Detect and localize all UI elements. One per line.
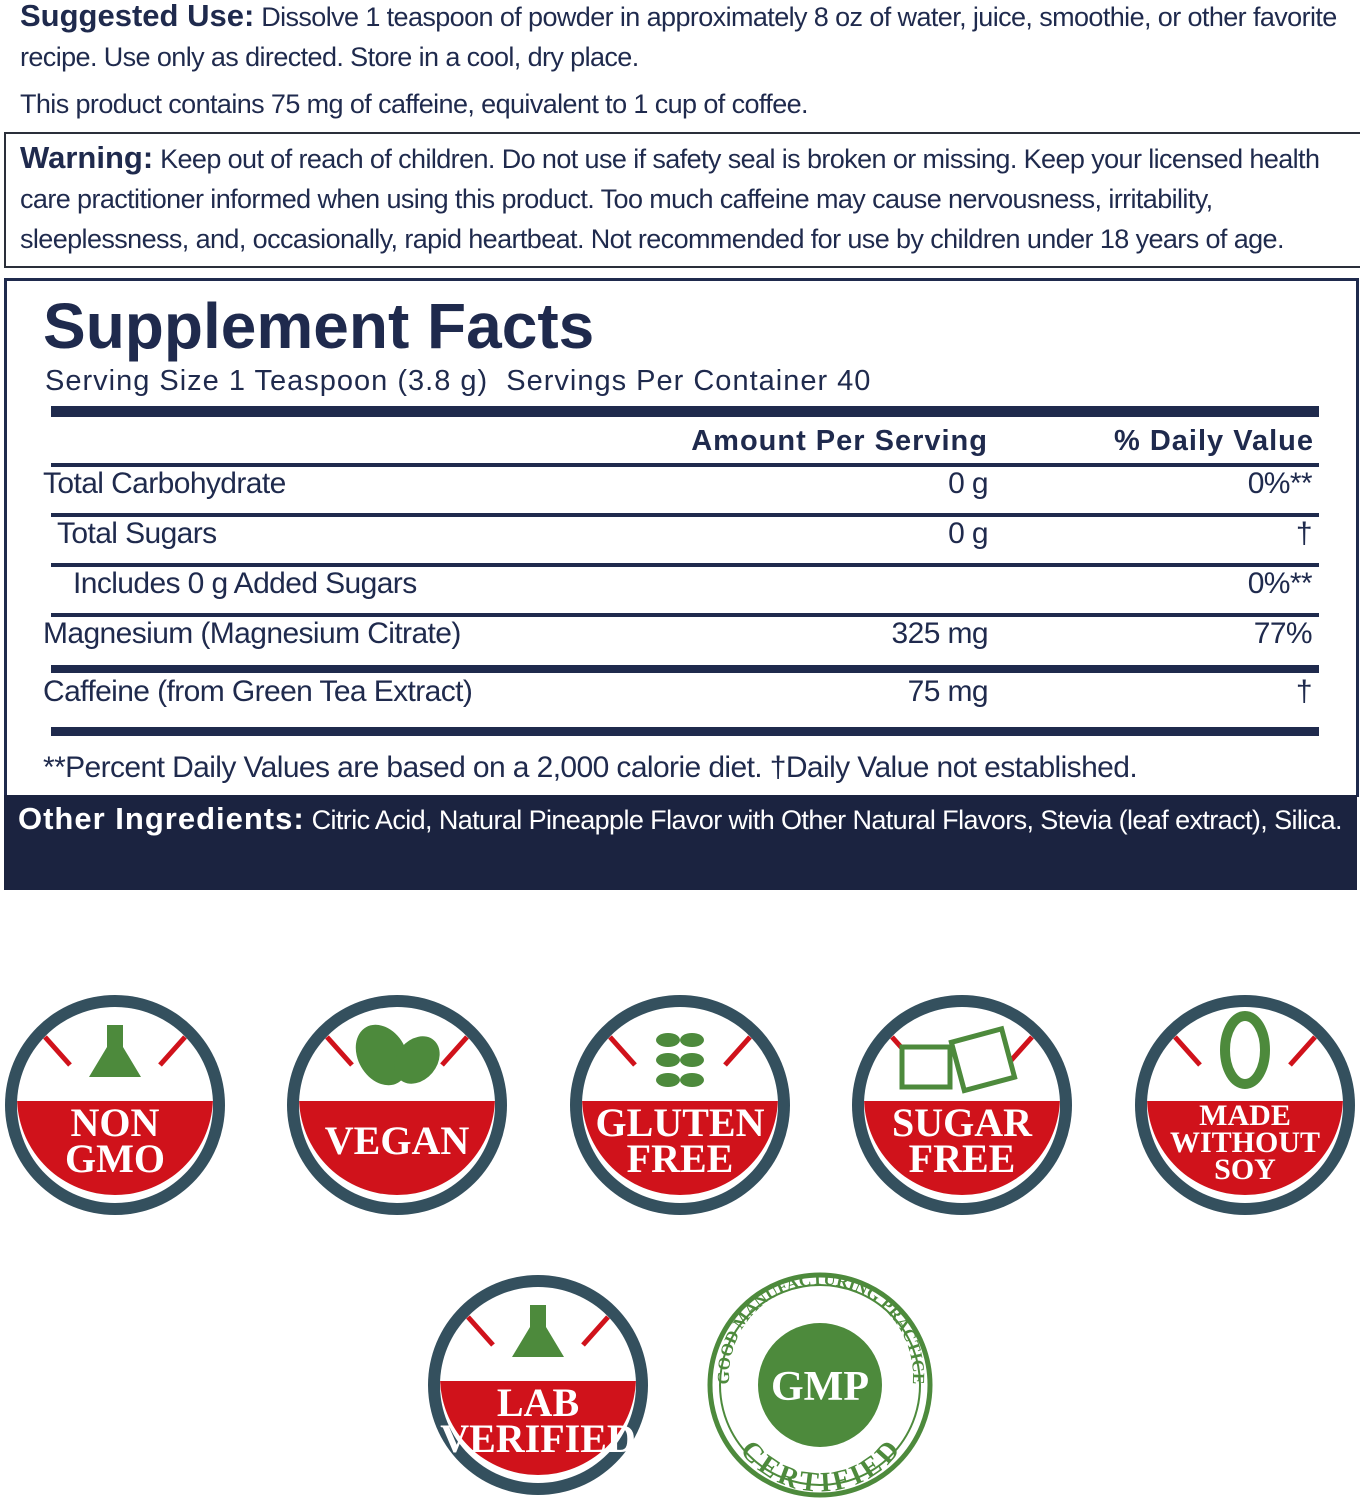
- supplement-facts: Supplement Facts Serving Size 1 Teaspoon…: [4, 278, 1359, 797]
- nutrient-name: Includes 0 g Added Sugars: [73, 567, 417, 600]
- nutrient-name: Total Carbohydrate: [43, 467, 286, 500]
- warning-label: Warning:: [20, 140, 154, 175]
- serving-size: Serving Size 1 Teaspoon (3.8 g): [45, 365, 489, 397]
- other-ingredients: Other Ingredients: Citric Acid, Natural …: [4, 795, 1357, 890]
- nutrient-name: Magnesium (Magnesium Citrate): [43, 617, 461, 650]
- other-ingredients-label: Other Ingredients:: [18, 801, 305, 836]
- suggested-use-text: Dissolve 1 teaspoon of powder in approxi…: [20, 2, 1337, 72]
- icon-cube: [899, 1044, 953, 1090]
- badge-text: SUGAR: [892, 1100, 1033, 1145]
- rule: [51, 406, 1319, 417]
- icon-flask: [89, 1025, 141, 1077]
- badge-red: [440, 1381, 636, 1476]
- nutrient-dv: 0%**: [1247, 567, 1313, 600]
- nutrient-name: Total Sugars: [57, 517, 217, 550]
- facts-title: Supplement Facts: [43, 290, 595, 362]
- nutrient-dv: 0%**: [1247, 467, 1313, 500]
- dv-header: % Daily Value: [1114, 425, 1314, 457]
- serving-info: Serving Size 1 Teaspoon (3.8 g) Servings…: [45, 365, 871, 398]
- badge-red: [864, 1101, 1060, 1195]
- badge-slash: [440, 1035, 469, 1067]
- badge-red: [1147, 1101, 1343, 1195]
- icon-pea: [1220, 1011, 1270, 1089]
- badge-text: NON: [71, 1100, 160, 1145]
- rule: [51, 613, 1319, 617]
- nutrient-dv: 77%: [1253, 617, 1313, 650]
- badge-slash: [158, 1035, 187, 1067]
- badge-red: [299, 1101, 495, 1196]
- suggested-use: Suggested Use: Dissolve 1 teaspoon of po…: [20, 0, 1355, 77]
- badge-slash: [1173, 1035, 1202, 1067]
- badges: GMP GOOD MANUFACTURING PRACTICE CERTIFIE…: [5, 995, 1355, 1499]
- servings-per-container: Servings Per Container 40: [506, 365, 872, 397]
- badge-slash: [466, 1315, 495, 1347]
- badge-slash: [43, 1035, 72, 1067]
- warning-text: Keep out of reach of children. Do not us…: [20, 144, 1320, 254]
- nutrient-amount: 75 mg: [907, 675, 989, 708]
- nutrient-amount: 0 g: [948, 517, 989, 550]
- warning-box: Warning: Keep out of reach of children. …: [4, 132, 1360, 268]
- other-ingredients-text: Citric Acid, Natural Pineapple Flavor wi…: [311, 805, 1343, 835]
- suggested-use-label: Suggested Use:: [20, 0, 255, 33]
- badge-text: VEGAN: [325, 1118, 470, 1163]
- icon-grain: [680, 1033, 704, 1047]
- amount-header: Amount Per Serving: [691, 425, 988, 457]
- badge-text: VERIFIED: [440, 1416, 636, 1461]
- badge-red: [17, 1101, 213, 1195]
- badge-red: [582, 1101, 778, 1196]
- rule: [51, 563, 1319, 567]
- footnote: **Percent Daily Values are based on a 2,…: [43, 751, 1138, 784]
- icon-grain: [680, 1053, 704, 1067]
- icon-grain: [656, 1033, 680, 1047]
- rule: [51, 513, 1319, 517]
- badge-slash: [608, 1035, 637, 1067]
- badge-text: SOY: [1214, 1153, 1276, 1186]
- badge-slash: [1288, 1035, 1317, 1067]
- icon-leaf: [394, 1036, 440, 1084]
- gmp-ring-inner: [719, 1284, 921, 1486]
- badge-text: MADE: [1199, 1099, 1291, 1132]
- rule: [51, 727, 1319, 736]
- nutrient-dv: †: [1295, 517, 1313, 550]
- badge-text: WITHOUT: [1170, 1126, 1320, 1159]
- caffeine-note: This product contains 75 mg of caffeine,…: [20, 89, 809, 119]
- badge: VEGAN: [287, 995, 507, 1215]
- badge-slash: [581, 1315, 610, 1347]
- rule: [51, 463, 1319, 467]
- gmp-badge: GMP GOOD MANUFACTURING PRACTICE CERTIFIE…: [707, 1269, 933, 1499]
- nutrient-amount: 0 g: [948, 467, 989, 500]
- badge-slash: [723, 1035, 752, 1067]
- gmp-center: [758, 1323, 882, 1447]
- rule: [51, 665, 1319, 673]
- badge-text: GLUTEN: [596, 1100, 765, 1145]
- icon-cube: [948, 1025, 1018, 1094]
- badge-text: GMO: [65, 1136, 165, 1181]
- icon-grain: [680, 1073, 704, 1087]
- badge-text: FREE: [627, 1136, 734, 1181]
- gmp-center-text: GMP: [771, 1364, 869, 1410]
- icon-grain: [656, 1053, 680, 1067]
- nutrient-name: Caffeine (from Green Tea Extract): [43, 675, 473, 708]
- nutrient-dv: †: [1295, 675, 1313, 708]
- badge-text: LAB: [497, 1380, 579, 1425]
- icon-grain: [656, 1073, 680, 1087]
- nutrient-amount: 325 mg: [891, 617, 989, 650]
- badge-slash: [325, 1035, 354, 1067]
- badge-text: FREE: [909, 1136, 1016, 1181]
- icon-flask: [512, 1305, 564, 1357]
